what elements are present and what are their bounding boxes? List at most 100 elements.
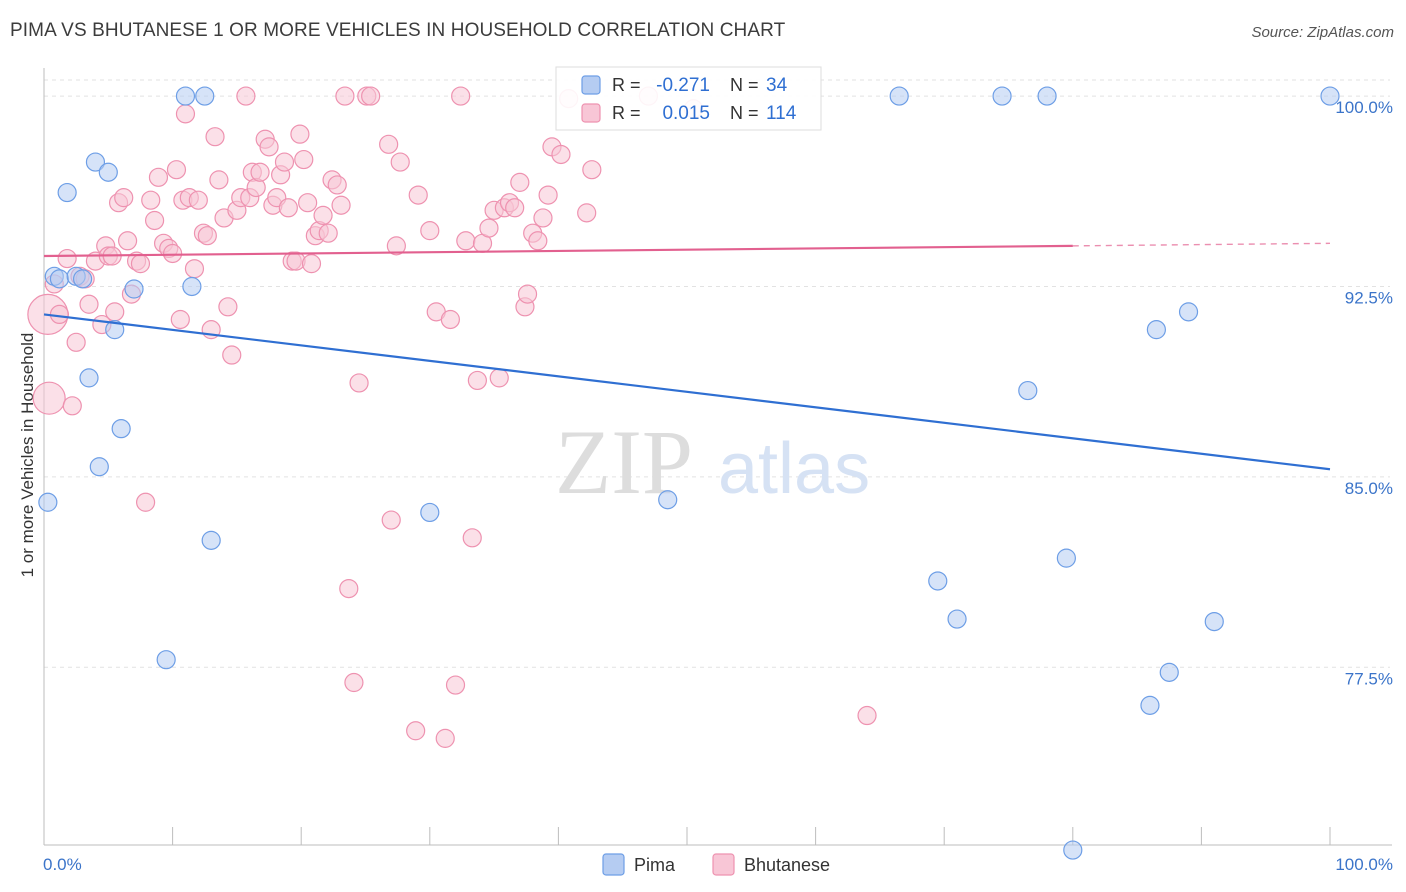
pima-point <box>1146 320 1166 340</box>
bhutanese-point <box>298 193 318 213</box>
pima-point <box>105 320 125 340</box>
bhutanese-point <box>197 226 217 246</box>
axis-layer: 77.5% 85.0% 92.5% 100.0% 0.0% 100.0% <box>43 68 1393 874</box>
bhutanese-point <box>57 248 77 269</box>
pima-point <box>89 457 109 477</box>
pima-point <box>1018 380 1038 401</box>
bhutanese-point <box>318 223 338 243</box>
bhutanese-point <box>390 152 410 172</box>
bhutanese-point <box>163 243 183 264</box>
pima-point <box>195 86 215 106</box>
pima-point <box>111 419 131 439</box>
bhutanese-point <box>236 86 256 106</box>
bhutanese-point <box>79 294 99 314</box>
bhutanese-point <box>274 152 295 172</box>
pima-point <box>1140 695 1160 715</box>
bhutanese-point <box>349 373 369 393</box>
bhutanese-point <box>381 510 401 530</box>
bhutanese-point <box>489 368 509 388</box>
bhutanese-point <box>379 134 399 154</box>
bhutanese-point <box>209 170 229 190</box>
bhutanese-point <box>467 370 487 391</box>
legend-n-label: N = <box>730 103 759 123</box>
legend-n-label: N = <box>730 75 759 95</box>
bhutanese-point <box>327 175 347 195</box>
bhutanese-point <box>175 104 196 124</box>
bhutanese-point <box>344 672 364 693</box>
x-tick-label: 0.0% <box>43 855 82 874</box>
bhutanese-point <box>406 721 426 741</box>
bhutanese-point <box>408 185 428 205</box>
bhutanese-point <box>130 254 151 274</box>
bhutanese-series-label: Bhutanese <box>744 855 830 875</box>
bhutanese-point <box>435 728 455 748</box>
bhutanese-point <box>551 144 571 165</box>
series-legend: Pima Bhutanese <box>602 853 830 876</box>
legend-r-value: 0.015 <box>662 103 710 124</box>
bhutanese-point <box>278 198 298 218</box>
bhutanese-point <box>445 675 466 695</box>
bhutanese-point <box>62 396 82 416</box>
pima-point <box>201 530 221 550</box>
legend-r-label: R = <box>612 103 641 123</box>
y-tick-label: 77.5% <box>1345 669 1393 688</box>
bhutanese-point <box>114 188 134 208</box>
pima-point <box>57 182 77 203</box>
bhutanese-point <box>462 528 482 548</box>
bhutanese-point <box>188 190 208 210</box>
y-tick-label: 85.0% <box>1345 479 1393 498</box>
bhutanese-legend-swatch <box>581 103 601 123</box>
bhutanese-point <box>218 297 238 317</box>
bhutanese-point <box>386 236 406 256</box>
bhutanese-point <box>533 208 553 228</box>
bhutanese-point <box>141 190 161 210</box>
bhutanese-point <box>294 149 314 170</box>
pima-point <box>420 502 440 523</box>
legend-n-value: 114 <box>766 103 797 124</box>
watermark-atlas: atlas <box>718 429 870 509</box>
bhutanese-point <box>331 195 351 215</box>
bhutanese-point <box>66 332 86 352</box>
bhutanese-point <box>259 137 279 157</box>
pima-series-swatch <box>602 853 625 876</box>
stats-legend: R = -0.271 N = 34 R = 0.015 N = 114 <box>555 66 822 131</box>
pima-point <box>1178 302 1199 322</box>
bhutanese-point <box>250 162 270 182</box>
pima-point <box>182 276 202 297</box>
pima-point <box>947 609 967 629</box>
bhutanese-point <box>582 160 602 180</box>
bhutanese-point <box>117 231 138 251</box>
bhutanese-point <box>222 345 242 365</box>
legend-r-label: R = <box>612 75 641 95</box>
bhutanese-point <box>184 259 205 279</box>
bhutanese-point <box>301 254 322 274</box>
bhutanese-point <box>135 492 156 512</box>
bhutanese-point <box>538 185 558 205</box>
trend-layer <box>43 242 1331 471</box>
bhutanese-point <box>528 231 548 251</box>
bhutanese-trend-line <box>43 244 1073 258</box>
pima-point <box>1063 840 1083 860</box>
pima-point <box>79 368 99 388</box>
pima-point <box>1320 86 1340 106</box>
pima-point <box>992 86 1012 106</box>
bhutanese-point <box>144 210 165 231</box>
bhutanese-point <box>505 198 525 218</box>
bhutanese-point <box>361 86 381 106</box>
bhutanese-point <box>205 127 225 147</box>
pima-point <box>38 492 58 512</box>
bhutanese-point <box>857 705 877 726</box>
bhutanese-point <box>148 167 169 187</box>
bhutanese-point <box>335 86 355 106</box>
bhutanese-point <box>290 124 310 144</box>
bhutanese-point <box>510 172 530 192</box>
bhutanese-point <box>517 284 538 304</box>
pima-legend-swatch <box>581 75 601 95</box>
pima-point <box>658 490 678 510</box>
bhutanese-point <box>577 203 597 223</box>
bhutanese-point <box>313 205 333 225</box>
watermark: ZIP atlas <box>555 411 870 513</box>
chart-title: PIMA VS BHUTANESE 1 OR MORE VEHICLES IN … <box>10 20 786 41</box>
bhutanese-point <box>166 160 187 180</box>
bhutanese-series-swatch <box>712 853 735 876</box>
